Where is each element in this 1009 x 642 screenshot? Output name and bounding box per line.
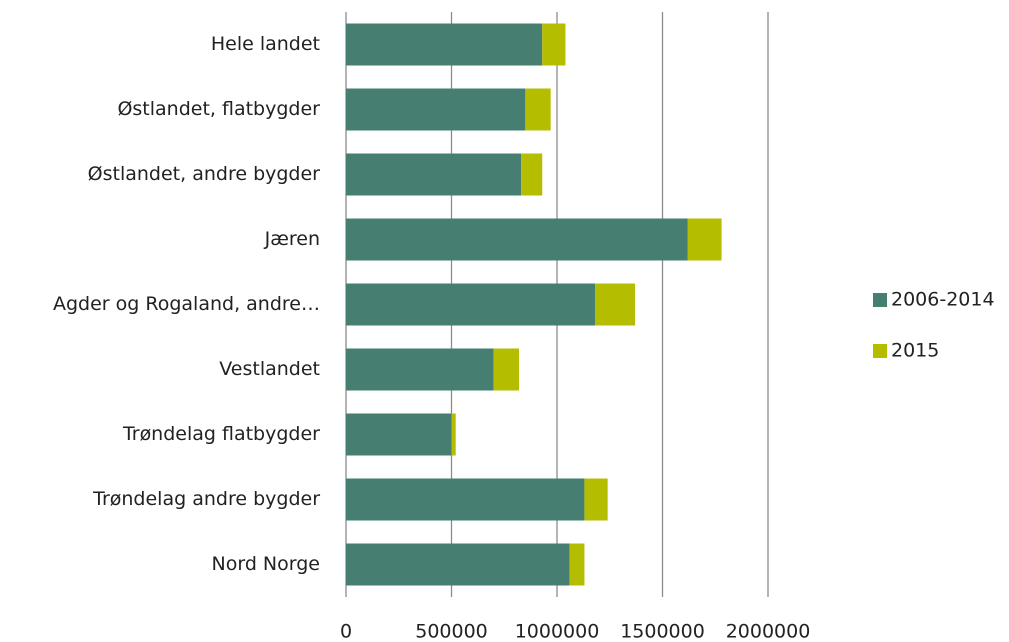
y-tick-label: Nord Norge [212, 553, 320, 575]
legend-label: 2015 [891, 340, 939, 362]
x-tick-label: 2000000 [726, 621, 811, 642]
bar [346, 283, 595, 326]
bar [525, 88, 551, 131]
bar [451, 413, 456, 456]
bar [542, 23, 566, 66]
x-tick-label: 1000000 [515, 621, 600, 642]
x-tick-label: 500000 [415, 621, 488, 642]
y-tick-label: Østlandet, andre bygder [88, 163, 321, 185]
bar [346, 23, 543, 66]
bar [346, 543, 570, 586]
bar [687, 218, 722, 261]
bar [584, 478, 608, 521]
bar [594, 283, 636, 326]
bar [346, 348, 494, 391]
y-tick-label: Trøndelag flatbygder [122, 423, 320, 445]
bar [346, 218, 688, 261]
x-tick-label: 0 [340, 621, 352, 642]
bar [346, 153, 522, 196]
y-tick-label: Jæren [264, 228, 320, 250]
y-tick-label: Agder og Rogaland, andre… [53, 293, 320, 315]
y-tick-label: Vestlandet [219, 358, 320, 380]
y-tick-label: Hele landet [211, 33, 320, 55]
x-tick-label: 1500000 [620, 621, 705, 642]
bar [346, 413, 452, 456]
legend-swatch [873, 344, 887, 358]
y-tick-label: Trøndelag andre bygder [92, 488, 320, 510]
bar [493, 348, 520, 391]
bar [346, 88, 526, 131]
legend-label: 2006-2014 [891, 289, 995, 311]
bar [521, 153, 543, 196]
bar [346, 478, 585, 521]
legend-swatch [873, 293, 887, 307]
bar [569, 543, 585, 586]
y-tick-label: Østlandet, flatbygder [117, 98, 320, 120]
